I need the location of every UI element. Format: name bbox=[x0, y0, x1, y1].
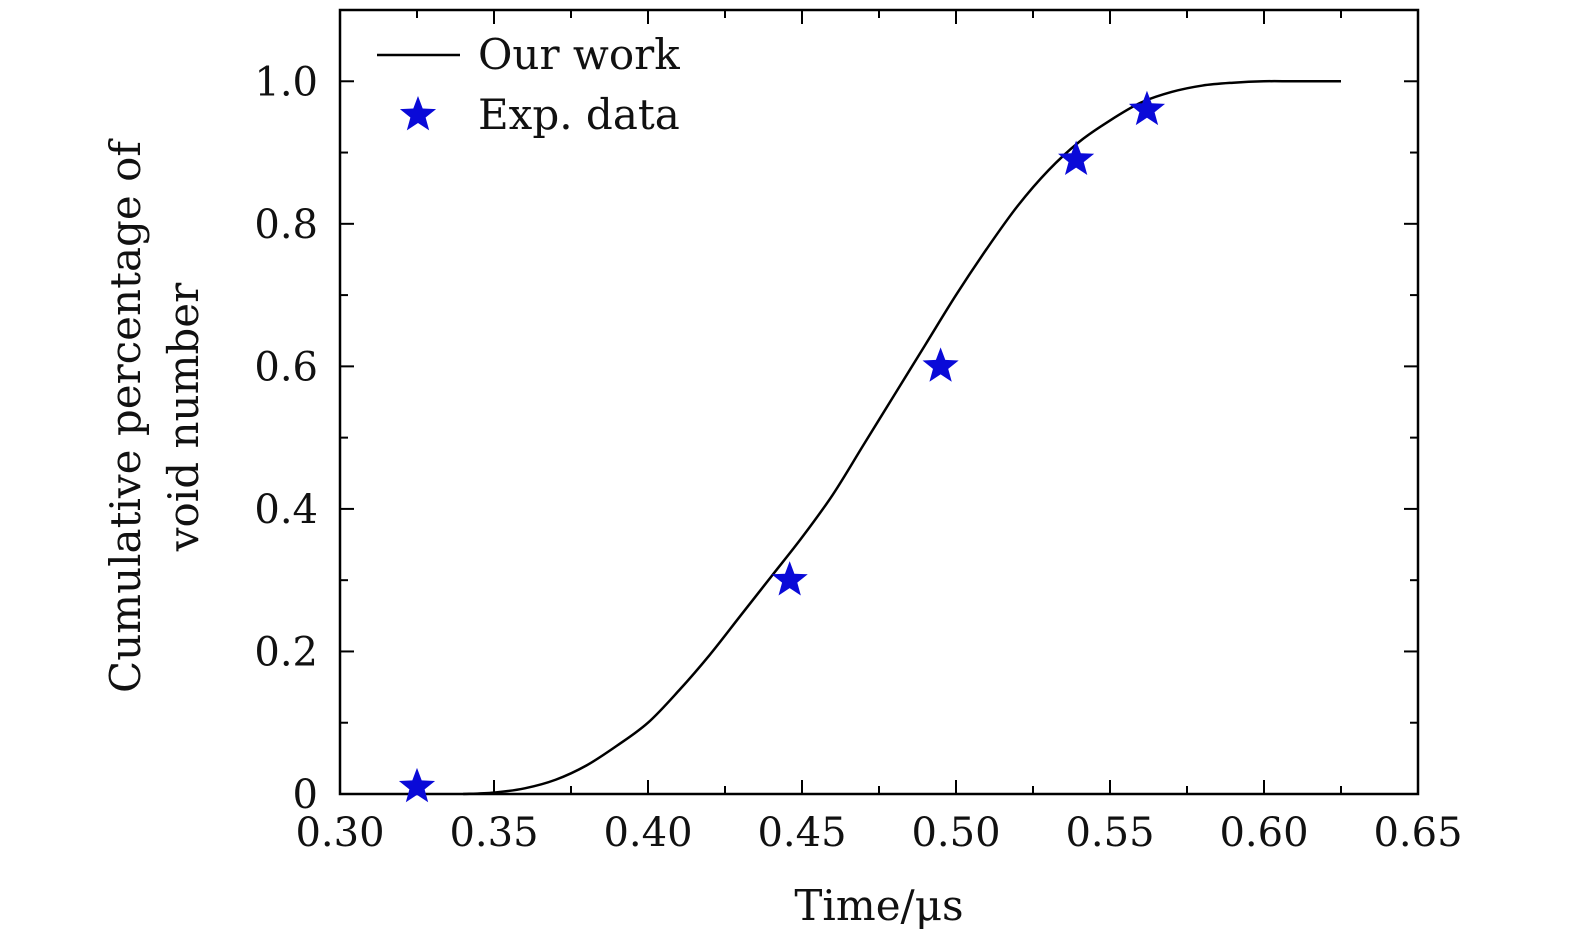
y-tick-label: 0.8 bbox=[254, 202, 318, 248]
y-axis-title-line: void number bbox=[159, 282, 208, 552]
x-tick-label: 0.30 bbox=[295, 810, 384, 856]
x-tick-label: 0.60 bbox=[1219, 810, 1308, 856]
x-tick-label: 0.55 bbox=[1065, 810, 1154, 856]
data-point-star bbox=[1128, 90, 1166, 126]
y-tick-label: 0.6 bbox=[254, 344, 318, 390]
x-tick-label: 0.65 bbox=[1373, 810, 1462, 856]
x-tick-label: 0.50 bbox=[911, 810, 1000, 856]
y-tick-label: 0.2 bbox=[254, 629, 318, 675]
x-tick-label: 0.45 bbox=[757, 810, 846, 856]
y-tick-label: 0 bbox=[293, 772, 318, 818]
y-axis-title-line: Cumulative percentage of bbox=[101, 138, 150, 693]
y-tick-label: 0.4 bbox=[254, 487, 318, 533]
x-tick-label: 0.40 bbox=[603, 810, 692, 856]
x-axis-title: Time/μs bbox=[794, 881, 963, 930]
x-tick-label: 0.35 bbox=[449, 810, 538, 856]
data-point-star bbox=[771, 561, 808, 596]
legend-star-swatch bbox=[399, 96, 437, 131]
legend-label-exp-data: Exp. data bbox=[478, 90, 680, 139]
data-point-star bbox=[922, 347, 959, 382]
y-axis-title: Cumulative percentage of void number bbox=[101, 138, 208, 693]
legend-label-our-work: Our work bbox=[478, 30, 680, 79]
data-point-star bbox=[398, 767, 436, 803]
y-tick-label: 1.0 bbox=[254, 59, 318, 105]
data-point-star bbox=[1058, 140, 1095, 176]
series-line-our-work bbox=[463, 79, 1341, 796]
